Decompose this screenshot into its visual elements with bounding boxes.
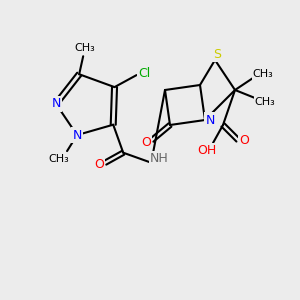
Text: Cl: Cl xyxy=(138,67,151,80)
Text: OH: OH xyxy=(197,145,217,158)
Text: NH: NH xyxy=(150,152,169,165)
Text: CH₃: CH₃ xyxy=(75,43,96,53)
Text: CH₃: CH₃ xyxy=(49,154,69,164)
Text: CH₃: CH₃ xyxy=(255,97,275,107)
Text: O: O xyxy=(94,158,104,171)
Text: O: O xyxy=(141,136,151,148)
Text: N: N xyxy=(205,113,215,127)
Text: O: O xyxy=(239,134,249,146)
Text: N: N xyxy=(51,98,61,110)
Text: CH₃: CH₃ xyxy=(253,69,273,79)
Text: N: N xyxy=(72,129,82,142)
Text: S: S xyxy=(213,47,221,61)
